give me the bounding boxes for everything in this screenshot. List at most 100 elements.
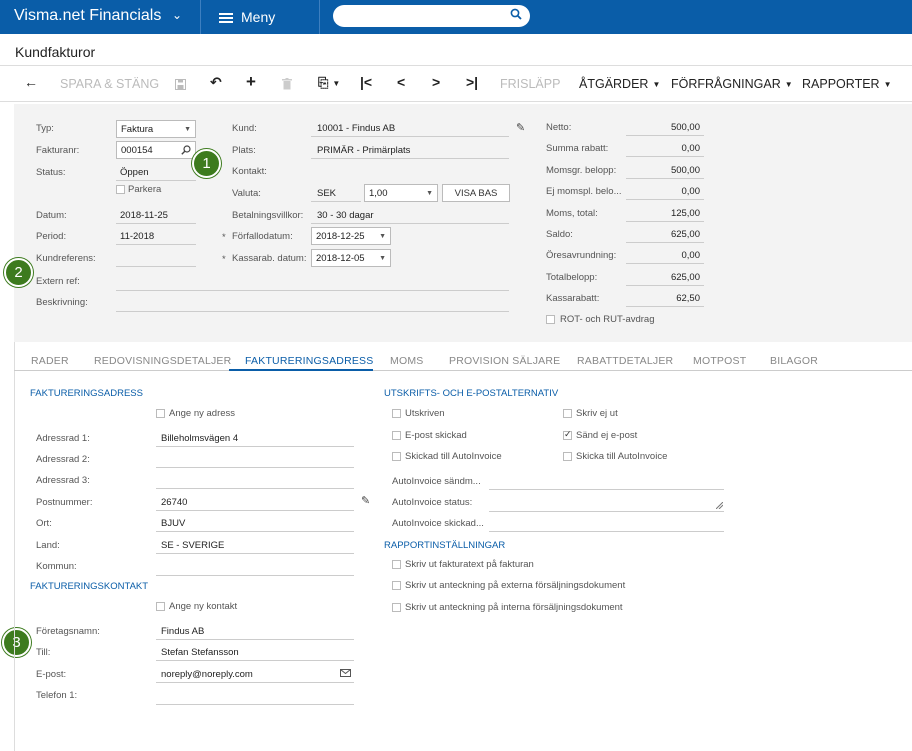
email-sent-checkbox[interactable] <box>392 431 401 440</box>
new-contact-checkbox[interactable] <box>156 602 165 611</box>
print-invoice-text-label: Skriv ut fakturatext på fakturan <box>405 559 534 570</box>
save-close-button[interactable]: SPARA & STÄNG <box>60 77 160 91</box>
tab-bar: RADER REDOVISNINGSDETALJER FAKTURERINGSA… <box>14 350 912 371</box>
tab-moms[interactable]: MOMS <box>390 355 424 367</box>
customer-value[interactable]: 10001 - Findus AB <box>317 123 396 134</box>
park-label: Parkera <box>128 184 162 195</box>
autoinvoice-status-label: AutoInvoice status: <box>392 497 473 508</box>
next-record-icon[interactable]: > <box>432 74 441 90</box>
search-input[interactable] <box>333 5 530 27</box>
external-ref-input[interactable] <box>116 290 509 291</box>
zip-value[interactable]: 26740 <box>161 497 188 508</box>
show-base-button[interactable]: VISA BAS <box>442 184 510 202</box>
caret-down-icon: ▼ <box>784 80 793 89</box>
tab-bilagor[interactable]: BILAGOR <box>770 355 819 367</box>
underline <box>626 156 704 157</box>
release-button[interactable]: FRISLÄPP <box>500 77 561 91</box>
search-icon[interactable] <box>510 8 522 20</box>
autoinvoice-status-textarea[interactable] <box>489 498 724 512</box>
underline <box>156 639 354 640</box>
send-autoinvoice-checkbox[interactable] <box>563 452 572 461</box>
email-value[interactable]: noreply@noreply.com <box>161 669 253 680</box>
tab-faktureringsadress[interactable]: FAKTURERINGSADRESS <box>245 355 374 367</box>
new-address-checkbox[interactable] <box>156 409 165 418</box>
location-value[interactable]: PRIMÄR - Primärplats <box>317 145 411 156</box>
location-label: Plats: <box>232 145 256 156</box>
total-value: 125,00 <box>670 208 700 219</box>
address-line-3-input[interactable] <box>156 488 354 489</box>
email-label: E-post: <box>36 669 67 680</box>
resize-handle-icon[interactable] <box>716 502 723 509</box>
tab-rabattdetaljer[interactable]: RABATTDETALJER <box>577 355 674 367</box>
edit-pencil-icon[interactable]: ✎ <box>516 122 526 134</box>
customer-ref-input[interactable] <box>116 266 196 267</box>
print-external-note-checkbox[interactable] <box>392 581 401 590</box>
back-arrow-icon[interactable]: ← <box>24 74 38 90</box>
phone-1-input[interactable] <box>156 704 354 705</box>
rot-rut-checkbox[interactable] <box>546 315 555 324</box>
attention-value[interactable]: Stefan Stefansson <box>161 647 239 658</box>
tab-rader[interactable]: RADER <box>31 355 69 367</box>
menu-label: Meny <box>241 9 276 25</box>
underline <box>626 221 704 222</box>
printed-checkbox[interactable] <box>392 409 401 418</box>
underline <box>116 180 196 181</box>
chevron-down-icon[interactable]: ⌄ <box>172 8 183 22</box>
copy-paste-icon[interactable]: ⎘ ▼ <box>318 75 341 90</box>
country-value[interactable]: SE - SVERIGE <box>161 540 225 551</box>
cash-disc-date-picker[interactable]: 2018-12-05 ▼ <box>311 249 391 267</box>
menu-button[interactable]: Meny <box>219 9 275 25</box>
actions-menu[interactable]: ÅTGÄRDER ▼ <box>579 77 660 91</box>
add-icon[interactable]: + <box>246 72 256 91</box>
autoinvoice-sent-input[interactable] <box>489 531 724 532</box>
tab-provision-saljare[interactable]: PROVISION SÄLJARE <box>449 355 561 367</box>
period-value[interactable]: 11-2018 <box>120 231 155 242</box>
reports-menu[interactable]: RAPPORTER ▼ <box>802 77 892 91</box>
undo-icon[interactable]: ↶ <box>210 74 222 90</box>
dont-email-checkbox[interactable] <box>563 429 572 440</box>
dropdown-arrow-icon: ▼ <box>184 126 191 133</box>
due-date-picker[interactable]: 2018-12-25 ▼ <box>311 227 391 245</box>
last-record-icon[interactable]: >| <box>466 74 479 90</box>
print-invoice-text-checkbox[interactable] <box>392 560 401 569</box>
document-header-form: Typ: Faktura ▼ Fakturanr: 000154 Status: … <box>14 104 912 342</box>
company-name-value[interactable]: Findus AB <box>161 626 205 637</box>
lookup-icon[interactable] <box>181 145 191 155</box>
currency-value[interactable]: SEK <box>317 188 337 199</box>
date-value[interactable]: 2018-11-25 <box>120 210 168 221</box>
park-checkbox[interactable] <box>116 185 125 194</box>
description-input[interactable] <box>116 311 509 312</box>
invoice-no-input[interactable]: 000154 <box>116 141 196 159</box>
divider <box>319 0 320 34</box>
underline <box>626 135 704 136</box>
edit-pencil-icon[interactable]: ✎ <box>361 495 371 507</box>
app-title[interactable]: Visma.net Financials <box>14 7 162 24</box>
dropdown-arrow-icon: ▼ <box>426 190 433 197</box>
dont-print-checkbox[interactable] <box>563 409 572 418</box>
address-line-2-input[interactable] <box>156 467 354 468</box>
customer-label: Kund: <box>232 123 257 134</box>
sent-autoinvoice-checkbox[interactable] <box>392 452 401 461</box>
first-record-icon[interactable]: |< <box>360 74 373 90</box>
tab-motpost[interactable]: MOTPOST <box>693 355 747 367</box>
municipality-input[interactable] <box>156 575 354 576</box>
payment-terms-value[interactable]: 30 - 30 dagar <box>317 210 374 221</box>
total-value: 0,00 <box>681 250 701 261</box>
autoinvoice-message-input[interactable] <box>489 489 724 490</box>
print-internal-note-checkbox[interactable] <box>392 603 401 612</box>
page-header: Kundfakturor <box>0 34 912 66</box>
type-select[interactable]: Faktura ▼ <box>116 120 196 138</box>
city-value[interactable]: BJUV <box>161 518 186 529</box>
underline <box>311 158 509 159</box>
underline <box>156 446 354 447</box>
tab-redovisningsdetaljer[interactable]: REDOVISNINGSDETALJER <box>94 355 232 367</box>
trash-icon[interactable] <box>282 78 292 90</box>
save-icon[interactable] <box>175 79 186 90</box>
underline <box>311 223 509 224</box>
mail-icon[interactable] <box>340 669 351 677</box>
inquiries-menu[interactable]: FÖRFRÅGNINGAR ▼ <box>671 77 793 91</box>
exchange-rate-select[interactable]: 1,00 ▼ <box>364 184 438 202</box>
previous-record-icon[interactable]: < <box>397 74 406 90</box>
status-label: Status: <box>36 167 66 178</box>
address-line-1-value[interactable]: Billeholmsvägen 4 <box>161 433 239 444</box>
